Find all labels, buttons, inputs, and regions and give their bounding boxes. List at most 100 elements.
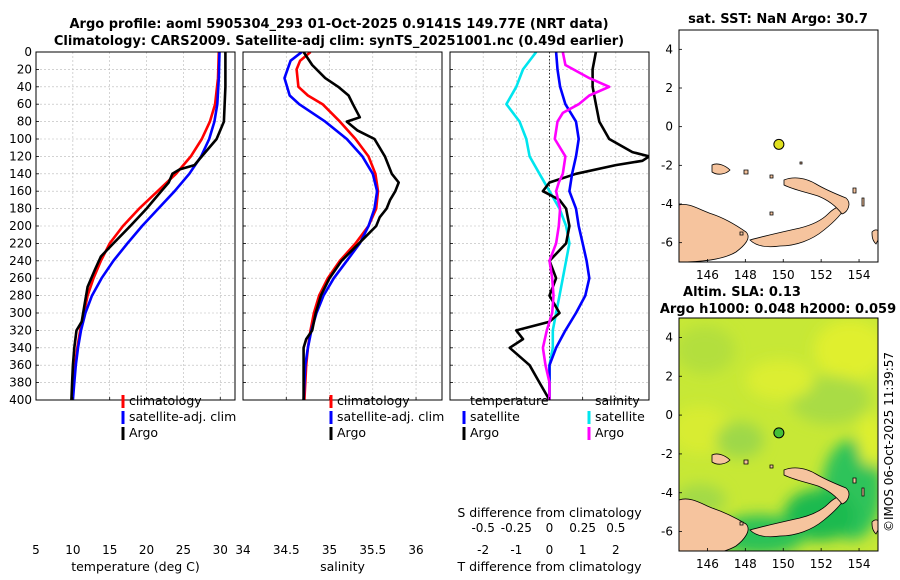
sla-map-heatmap	[679, 320, 878, 551]
map-y-tick-label: 2	[665, 81, 673, 95]
y-tick-label: 180	[9, 202, 32, 216]
salinity-ticks: 34 34.5 35 35.5 36	[235, 51, 424, 557]
salinity-panel: 34 34.5 35 35.5 36 salinity climatology sate…	[235, 51, 444, 574]
map-x-tick-label: 152	[810, 557, 833, 571]
y-tick-label: 20	[17, 62, 32, 76]
y-tick-label: 240	[9, 254, 32, 268]
series-line-temperature-satellite	[505, 52, 571, 400]
x-tick-label: 34	[235, 543, 250, 557]
map-y-tick-label: 4	[665, 330, 673, 344]
difference-legend-right: salinity satellite Argo	[587, 393, 645, 440]
legend-label-satellite: satellite-adj. clim	[129, 409, 236, 424]
y-tick-label: 140	[9, 167, 32, 181]
legend-label-argo: Argo	[129, 425, 158, 440]
x-tick-label: 36	[408, 543, 423, 557]
series-line-salinity-argo	[541, 52, 611, 400]
x-tick-label: 30	[213, 543, 228, 557]
temperature-difference-xlabel: T difference from climatology	[456, 559, 642, 574]
map-y-tick-label: 4	[665, 42, 673, 56]
legend-label-salinity: salinity	[595, 393, 640, 408]
salinity-series	[283, 52, 401, 400]
map-x-tick-label: 154	[848, 268, 871, 282]
imos-credit: ©IMOS 06-Oct-2025 11:39:57	[882, 352, 896, 532]
legend-label-climatology: climatology	[129, 393, 202, 408]
salinity-diff-tick-label: 0.5	[606, 521, 625, 535]
x-tick-label: 2	[612, 543, 620, 557]
y-tick-label: 120	[9, 149, 32, 163]
legend-label-temperature: temperature	[470, 393, 549, 408]
legend-label-salinity-satellite: satellite	[595, 409, 645, 424]
x-tick-label: 1	[579, 543, 587, 557]
temperature-grid	[35, 51, 235, 401]
salinity-grid	[242, 51, 442, 401]
salinity-diff-tick-label: 0.25	[569, 521, 596, 535]
y-tick-label: 260	[9, 271, 32, 285]
map-x-tick-label: 150	[772, 268, 795, 282]
map-x-tick-label: 152	[810, 268, 833, 282]
figure-title-line2: Climatology: CARS2009. Satellite-adj cli…	[54, 34, 624, 49]
salinity-legend: climatology satellite-adj. clim Argo	[329, 393, 444, 440]
y-tick-label: 200	[9, 219, 32, 233]
y-tick-label: 300	[9, 306, 32, 320]
y-tick-label: 220	[9, 236, 32, 250]
x-tick-label: 5	[32, 543, 40, 557]
temperature-series	[70, 52, 227, 400]
map-y-tick-label: -2	[661, 158, 673, 172]
salinity-diff-tick-label: 0	[546, 521, 554, 535]
argo-location-marker	[773, 427, 785, 439]
sla-map-title-line1: Altim. SLA: 0.13	[683, 285, 801, 300]
series-line-temperature-argo	[508, 52, 649, 400]
sla-map-axes-box	[678, 317, 879, 552]
sla-map: 146 148 150 152 154 4 2 0 -2 -4 -6	[661, 317, 879, 571]
sla-map-ticks: 146 148 150 152 154 4 2 0 -2 -4 -6	[661, 330, 870, 571]
series-line-argo	[70, 52, 227, 400]
y-tick-label: 340	[9, 341, 32, 355]
x-tick-label: 35	[322, 543, 337, 557]
x-tick-label: 35.5	[359, 543, 386, 557]
map-y-tick-label: -6	[661, 236, 673, 250]
series-line-satellite-adj-clim	[283, 52, 379, 400]
temperature-ticks: 0 20 40 60 80 100 120 140 160 180 200 220 240 260 280 3…	[9, 45, 228, 557]
y-tick-label: 320	[9, 323, 32, 337]
map-x-tick-label: 150	[772, 557, 795, 571]
y-tick-label: 100	[9, 132, 32, 146]
legend-label-salinity-argo: Argo	[595, 425, 624, 440]
x-tick-label: 10	[65, 543, 80, 557]
salinity-diff-tick-label: -0.25	[501, 521, 532, 535]
legend-label-satellite: satellite-adj. clim	[337, 409, 444, 424]
y-tick-label: 280	[9, 289, 32, 303]
difference-series	[505, 52, 649, 400]
x-tick-label: 15	[102, 543, 117, 557]
y-tick-label: 380	[9, 376, 32, 390]
sst-map-title: sat. SST: NaN Argo: 30.7	[688, 12, 868, 27]
map-y-tick-label: -4	[661, 197, 673, 211]
y-tick-label: 400	[9, 393, 32, 407]
argo-location-marker	[773, 138, 785, 150]
map-y-tick-label: -2	[661, 447, 673, 461]
y-tick-label: 60	[17, 97, 32, 111]
sst-map-ticks: 146 148 150 152 154 4 2 0 -2 -4 -6	[661, 42, 870, 282]
map-x-tick-label: 146	[696, 268, 719, 282]
x-tick-label: 34.5	[273, 543, 300, 557]
difference-panel: -2 -1 0 1 2 -0.5 -0.25 0 0.25 0.5 S difference fr…	[449, 51, 650, 574]
map-x-tick-label: 154	[848, 557, 871, 571]
legend-label-climatology: climatology	[337, 393, 410, 408]
y-tick-label: 160	[9, 184, 32, 198]
series-line-satellite-adj-clim	[71, 52, 221, 400]
difference-legend-left: temperature satellite Argo	[462, 393, 549, 440]
salinity-diff-tick-label: -0.5	[471, 521, 494, 535]
x-tick-label: 0	[546, 543, 554, 557]
x-tick-label: -1	[510, 543, 522, 557]
salinity-difference-xlabel: S difference from climatology	[457, 505, 642, 520]
salinity-xlabel: salinity	[320, 559, 365, 574]
map-x-tick-label: 148	[734, 557, 757, 571]
map-y-tick-label: -4	[661, 486, 673, 500]
series-line-argo	[302, 52, 401, 400]
sst-map-axes-box	[678, 29, 879, 263]
difference-grid	[450, 51, 649, 401]
temperature-legend: climatology satellite-adj. clim Argo	[121, 393, 236, 440]
x-tick-label: 20	[139, 543, 154, 557]
map-y-tick-label: 2	[665, 369, 673, 383]
map-x-tick-label: 146	[696, 557, 719, 571]
